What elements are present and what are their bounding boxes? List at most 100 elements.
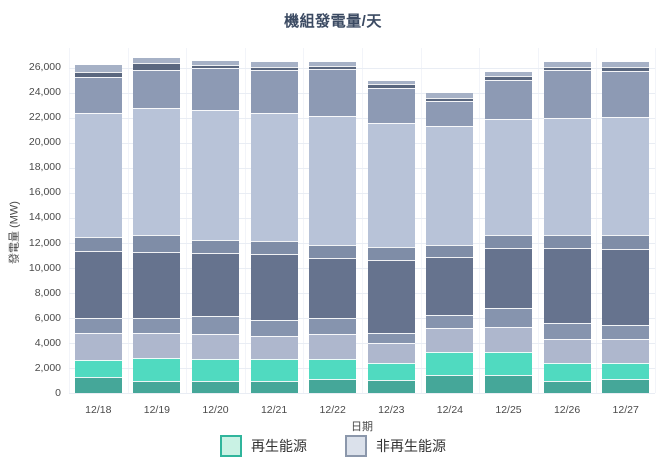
bar-segment[interactable] (250, 254, 298, 321)
bar-segment[interactable] (133, 234, 181, 253)
bar-segment[interactable] (485, 71, 532, 77)
bar-segment[interactable] (74, 377, 122, 394)
bar-segment[interactable] (192, 334, 239, 360)
bar-segment[interactable] (485, 375, 532, 394)
bar-segment[interactable] (309, 258, 357, 318)
bar-segment[interactable] (485, 76, 532, 80)
bar-segment[interactable] (74, 72, 122, 78)
bar-segment[interactable] (543, 117, 591, 236)
bar-segment[interactable] (250, 61, 298, 67)
bar-segment[interactable] (426, 98, 474, 102)
bar-segment[interactable] (192, 109, 239, 241)
bar-segment[interactable] (426, 93, 474, 98)
bar-segment[interactable] (250, 69, 298, 113)
bar-segment[interactable] (543, 363, 591, 381)
bar-segment[interactable] (133, 380, 181, 394)
bar-segment[interactable] (133, 252, 181, 318)
bar-segment[interactable] (309, 65, 357, 69)
bar-segment[interactable] (426, 101, 474, 127)
bar-segment[interactable] (192, 240, 239, 253)
bar-segment[interactable] (74, 112, 122, 237)
bar-12/24[interactable] (426, 93, 474, 394)
bar-segment[interactable] (309, 68, 357, 117)
bar-segment[interactable] (543, 248, 591, 323)
bar-segment[interactable] (309, 378, 357, 394)
bar-segment[interactable] (543, 61, 591, 67)
bar-segment[interactable] (74, 64, 122, 73)
bar-segment[interactable] (602, 66, 650, 71)
bar-segment[interactable] (485, 326, 532, 352)
bar-segment[interactable] (192, 359, 239, 381)
bar-segment[interactable] (74, 318, 122, 334)
bar-segment[interactable] (426, 314, 474, 328)
bar-segment[interactable] (250, 240, 298, 255)
bar-segment[interactable] (602, 249, 650, 326)
bar-segment[interactable] (426, 245, 474, 257)
bar-segment[interactable] (133, 107, 181, 235)
bar-12/19[interactable] (133, 57, 181, 394)
bar-segment[interactable] (250, 335, 298, 360)
bar-12/27[interactable] (602, 62, 650, 394)
bar-segment[interactable] (367, 246, 415, 260)
bar-segment[interactable] (367, 379, 415, 394)
bar-segment[interactable] (250, 380, 298, 394)
bar-segment[interactable] (367, 122, 415, 247)
bar-segment[interactable] (367, 88, 415, 123)
bar-segment[interactable] (309, 245, 357, 259)
bar-12/21[interactable] (250, 61, 298, 394)
bar-12/26[interactable] (543, 61, 591, 394)
bar-segment[interactable] (426, 351, 474, 376)
bar-segment[interactable] (485, 235, 532, 249)
bar-segment[interactable] (602, 325, 650, 340)
bar-segment[interactable] (602, 70, 650, 118)
bar-segment[interactable] (309, 359, 357, 379)
bar-segment[interactable] (367, 332, 415, 343)
bar-segment[interactable] (133, 333, 181, 358)
bar-segment[interactable] (74, 77, 122, 113)
bar-segment[interactable] (192, 380, 239, 394)
bar-segment[interactable] (602, 378, 650, 394)
bar-segment[interactable] (426, 375, 474, 394)
bar-segment[interactable] (367, 342, 415, 364)
bar-segment[interactable] (133, 69, 181, 108)
bar-segment[interactable] (192, 252, 239, 317)
bar-segment[interactable] (543, 66, 591, 70)
bar-segment[interactable] (250, 112, 298, 241)
bar-segment[interactable] (485, 79, 532, 120)
bar-segment[interactable] (485, 351, 532, 376)
bar-segment[interactable] (192, 67, 239, 110)
bar-12/23[interactable] (367, 80, 415, 394)
bar-segment[interactable] (74, 236, 122, 252)
bar-segment[interactable] (543, 235, 591, 249)
bar-segment[interactable] (74, 251, 122, 319)
bar-segment[interactable] (250, 66, 298, 70)
bar-segment[interactable] (543, 339, 591, 364)
bar-12/18[interactable] (74, 64, 122, 394)
bar-segment[interactable] (309, 116, 357, 246)
bar-segment[interactable] (74, 360, 122, 378)
bar-segment[interactable] (602, 339, 650, 363)
legend-item-renewable[interactable]: 再生能源 (220, 435, 307, 457)
bar-segment[interactable] (543, 380, 591, 394)
bar-segment[interactable] (602, 62, 650, 67)
bar-12/25[interactable] (485, 71, 532, 394)
bar-segment[interactable] (133, 57, 181, 64)
bar-segment[interactable] (602, 362, 650, 379)
bar-12/20[interactable] (192, 60, 239, 394)
bar-segment[interactable] (309, 61, 357, 66)
bar-segment[interactable] (367, 84, 415, 89)
bar-segment[interactable] (485, 307, 532, 327)
bar-segment[interactable] (426, 126, 474, 246)
bar-segment[interactable] (367, 80, 415, 85)
bar-segment[interactable] (250, 320, 298, 336)
bar-segment[interactable] (367, 259, 415, 333)
bar-segment[interactable] (309, 317, 357, 335)
bar-12/22[interactable] (309, 61, 357, 394)
bar-segment[interactable] (543, 322, 591, 340)
bar-segment[interactable] (485, 248, 532, 308)
bar-segment[interactable] (426, 327, 474, 352)
bar-segment[interactable] (426, 256, 474, 315)
bar-segment[interactable] (309, 334, 357, 360)
legend-item-nonrenewable[interactable]: 非再生能源 (345, 435, 446, 457)
bar-segment[interactable] (602, 235, 650, 250)
